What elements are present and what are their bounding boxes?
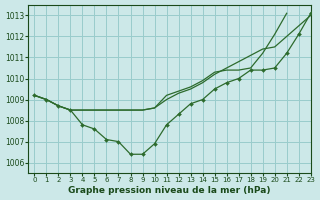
X-axis label: Graphe pression niveau de la mer (hPa): Graphe pression niveau de la mer (hPa) — [68, 186, 271, 195]
